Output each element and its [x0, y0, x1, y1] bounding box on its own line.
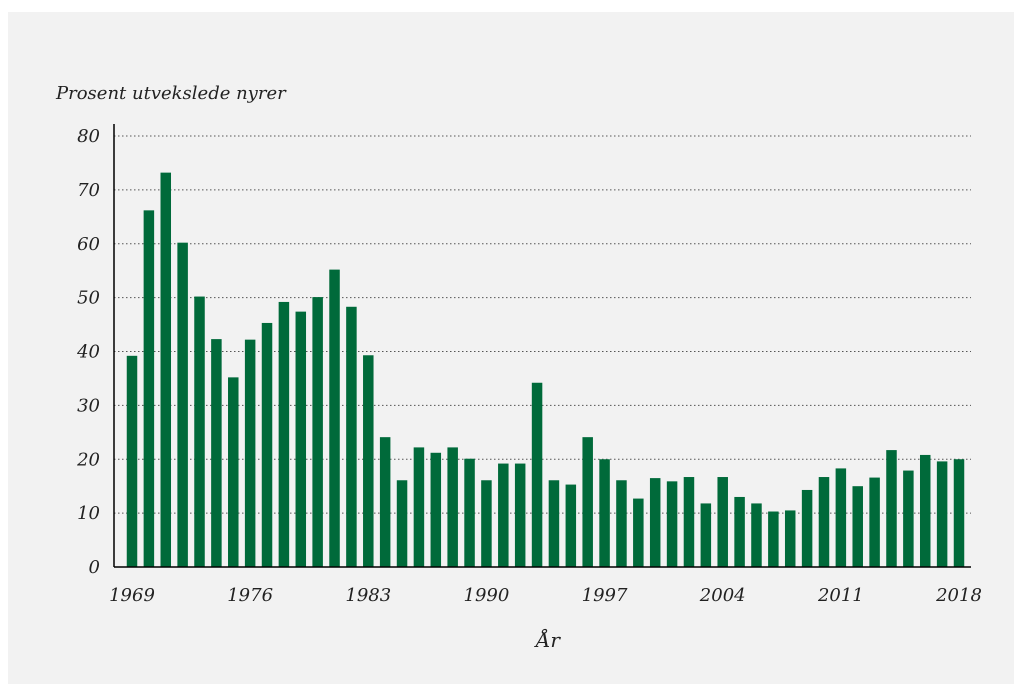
bar-1994 [548, 480, 560, 567]
bar-1977 [261, 322, 273, 567]
y-tick-label: 10 [77, 503, 100, 524]
x-axis-label: År [534, 627, 561, 652]
bar-1984 [379, 437, 391, 567]
bar-1969 [126, 355, 138, 567]
y-axis-label: Prosent utvekslede nyrer [55, 83, 287, 104]
bar-1975 [228, 377, 239, 567]
y-tick-label: 40 [76, 342, 100, 363]
bar-1970 [143, 210, 155, 567]
x-tick-label: 2004 [699, 585, 746, 606]
bar-1980 [312, 297, 323, 567]
bar-2003 [700, 503, 712, 567]
x-tick-label: 1976 [227, 585, 273, 606]
bar-2005 [734, 496, 745, 567]
bar-1972 [177, 242, 188, 568]
bar-2018 [953, 459, 965, 567]
bar-2009 [801, 489, 813, 567]
bar-1993 [531, 382, 543, 567]
bar-2001 [666, 481, 678, 567]
bar-1998 [616, 480, 627, 567]
bar-1973 [194, 296, 205, 567]
bar-1981 [329, 269, 340, 567]
bar-2000 [649, 478, 661, 567]
bar-1995 [565, 484, 577, 567]
x-tick-label: 1990 [464, 585, 510, 606]
x-tick-label: 1997 [582, 585, 628, 606]
bar-2004 [717, 477, 728, 567]
bar-1982 [346, 306, 357, 567]
bar-2015 [903, 470, 914, 567]
bar-2007 [768, 511, 779, 567]
gridlines [114, 135, 971, 514]
bar-2002 [683, 477, 695, 567]
bar-1991 [498, 463, 509, 567]
y-tick-label: 0 [89, 557, 100, 578]
bar-1974 [211, 339, 222, 567]
bar-1988 [447, 447, 458, 567]
x-tick-label: 2018 [935, 585, 982, 606]
x-tick-label: 2011 [817, 585, 864, 606]
bar-1986 [413, 447, 425, 567]
bar-1996 [582, 437, 593, 567]
y-tick-label: 80 [77, 126, 100, 147]
y-tick-label: 30 [77, 395, 100, 416]
y-tick-label: 20 [76, 449, 100, 470]
bar-1983 [363, 355, 374, 567]
y-tick-label: 60 [77, 234, 100, 255]
bar-1971 [160, 172, 172, 567]
bar-1999 [633, 498, 644, 567]
bar-2008 [784, 510, 796, 567]
y-tick-label: 50 [77, 288, 100, 309]
x-tick-labels: 1969 1976 1983 1990 1997 2004 2011 2018 [109, 585, 982, 606]
bar-1992 [514, 463, 526, 567]
bar-1989 [464, 458, 475, 567]
bar-1987 [430, 452, 442, 567]
x-tick-label: 1969 [109, 585, 155, 606]
bar-1990 [481, 480, 492, 567]
bar-1976 [244, 339, 256, 567]
bar-1979 [295, 311, 307, 567]
y-tick-labels: 0 10 20 30 40 50 60 70 80 [76, 126, 100, 578]
bar-chart: Prosent utvekslede nyrer 0 10 20 30 40 50 60 70… [55, 83, 982, 652]
bars [126, 172, 965, 568]
bar-2017 [936, 461, 948, 567]
bar-1997 [599, 459, 610, 567]
chart-panel: Prosent utvekslede nyrer 0 10 20 30 40 50 60 70… [8, 12, 1014, 684]
bar-2016 [919, 454, 931, 567]
bar-1978 [278, 301, 290, 567]
x-tick-label: 1983 [345, 585, 391, 606]
bar-2012 [852, 486, 863, 567]
bar-2011 [835, 468, 847, 567]
bar-1985 [396, 480, 408, 567]
bar-2006 [751, 503, 762, 567]
y-tick-label: 70 [77, 180, 100, 201]
bar-2010 [818, 477, 830, 567]
bar-2013 [869, 477, 880, 567]
bar-2014 [886, 450, 897, 567]
